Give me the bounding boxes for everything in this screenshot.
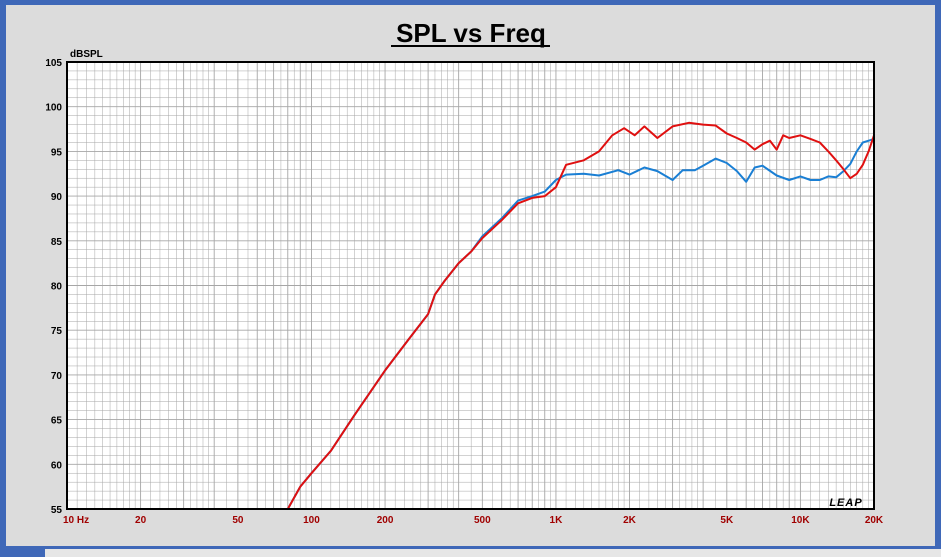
x-axis-ticks: 10 Hz 20 50 100 200 500 1K 2K 5K 10K 20K (63, 515, 884, 526)
y-axis-ticks: 55 60 65 70 75 80 85 90 95 100 105 (45, 58, 62, 516)
y-tick-label: 60 (51, 460, 63, 471)
y-tick-label: 70 (51, 371, 63, 382)
plot-border (66, 61, 875, 510)
y-tick-label: 55 (51, 505, 63, 516)
x-tick-label: 1K (550, 515, 564, 526)
y-tick-label: 100 (45, 103, 62, 114)
chart-title: SPL vs Freq (396, 18, 546, 48)
y-tick-label: 85 (51, 237, 63, 248)
x-tick-label: 20K (865, 515, 884, 526)
series-line-2 (67, 121, 875, 510)
x-tick-label: 500 (474, 515, 491, 526)
x-tick-label: 10K (791, 515, 810, 526)
y-tick-label: 95 (51, 147, 63, 158)
leap-logo: LEAP (829, 497, 862, 509)
x-tick-label: 20 (135, 515, 147, 526)
series-layer (67, 121, 875, 510)
y-tick-label: 65 (51, 416, 63, 427)
bottom-strip (42, 549, 941, 557)
y-tick-label: 75 (51, 326, 63, 337)
x-tick-label: 50 (232, 515, 244, 526)
x-tick-label: 100 (303, 515, 320, 526)
x-tick-label: 200 (377, 515, 394, 526)
y-tick-label: 90 (51, 192, 63, 203)
grid (67, 62, 874, 509)
x-tick-label: 2K (623, 515, 637, 526)
x-tick-label: 5K (720, 515, 734, 526)
y-tick-label: 105 (45, 58, 62, 69)
x-tick-label: 10 Hz (63, 515, 89, 526)
y-axis-unit-label: dBSPL (70, 49, 103, 60)
y-tick-label: 80 (51, 282, 63, 293)
